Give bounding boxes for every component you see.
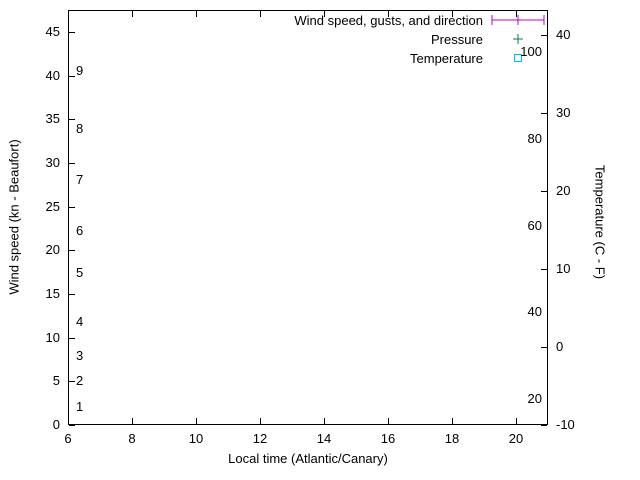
y-left-tick-label: 5 — [52, 373, 60, 388]
beaufort-label: 6 — [76, 223, 84, 238]
y-right-tick-label: 30 — [556, 105, 571, 120]
x-tick-top — [196, 11, 197, 17]
x-tick-top — [68, 11, 69, 17]
plus-marker-icon — [491, 32, 545, 46]
x-tick — [132, 418, 133, 424]
beaufort-label: 8 — [76, 121, 84, 136]
y-right-tick — [541, 269, 547, 270]
x-tick-top — [516, 11, 517, 17]
y-right-tick — [541, 191, 547, 192]
y-left-tick-label: 35 — [45, 111, 60, 126]
x-tick-label: 10 — [188, 431, 204, 446]
beaufort-label: 4 — [76, 314, 84, 329]
y-left-tick — [69, 32, 75, 33]
y-right-tick-label: 20 — [556, 183, 571, 198]
fahrenheit-label: 100 — [520, 44, 542, 59]
open-square-marker-icon — [491, 51, 545, 65]
x-tick-label: 8 — [128, 431, 136, 446]
legend-label: Wind speed, gusts, and direction — [294, 12, 483, 28]
fahrenheit-label: 20 — [527, 391, 542, 406]
x-tick — [324, 418, 325, 424]
fahrenheit-label: 80 — [527, 131, 542, 146]
legend-label: Temperature — [410, 50, 483, 66]
y-right-tick-label: 40 — [556, 27, 571, 42]
y-right-tick-label: 0 — [556, 339, 564, 354]
x-tick — [388, 418, 389, 424]
y-right-tick — [541, 35, 547, 36]
x-tick — [516, 418, 517, 424]
y-left-tick — [69, 76, 75, 77]
legend-entry: Wind speed, gusts, and direction — [294, 12, 545, 28]
x-tick-top — [260, 11, 261, 17]
beaufort-label: 2 — [76, 373, 84, 388]
legend-entry: Pressure — [431, 31, 545, 47]
legend-label: Pressure — [430, 31, 483, 47]
x-axis-title: Local time (Atlantic/Canary) — [228, 451, 388, 466]
y-right-tick-label: 10 — [556, 261, 571, 276]
y-right-tick — [541, 347, 547, 348]
y-right-tick-label: -10 — [556, 417, 575, 432]
y-left-tick-label: 0 — [52, 417, 60, 432]
x-tick — [196, 418, 197, 424]
y-left-tick — [69, 119, 75, 120]
x-tick-label: 6 — [64, 431, 72, 446]
y-left-tick — [69, 250, 75, 251]
beaufort-label: 5 — [76, 265, 84, 280]
x-tick-label: 12 — [252, 431, 268, 446]
beaufort-label: 7 — [76, 172, 84, 187]
x-tick — [68, 418, 69, 424]
y-left-tick-label: 20 — [45, 242, 60, 257]
plot-area — [68, 10, 548, 425]
y-left-tick-label: 45 — [45, 24, 60, 39]
legend-entry: Temperature — [410, 50, 545, 66]
y-left-tick — [69, 163, 75, 164]
y-left-tick-label: 15 — [45, 286, 60, 301]
x-tick-top — [132, 11, 133, 17]
y-left-tick-label: 25 — [45, 199, 60, 214]
beaufort-label: 1 — [76, 399, 84, 414]
x-tick-label: 18 — [444, 431, 460, 446]
y-left-tick-label: 30 — [45, 155, 60, 170]
beaufort-label: 9 — [76, 63, 84, 78]
errorbar-marker-icon — [491, 13, 545, 27]
y-left-tick — [69, 338, 75, 339]
x-tick-top — [452, 11, 453, 17]
fahrenheit-label: 60 — [527, 218, 542, 233]
x-tick — [260, 418, 261, 424]
y-left-tick-label: 10 — [45, 330, 60, 345]
y-left-tick — [69, 425, 75, 426]
x-tick-top — [324, 11, 325, 17]
y-right-tick — [541, 113, 547, 114]
y-left-tick — [69, 294, 75, 295]
x-tick-label: 14 — [316, 431, 332, 446]
fahrenheit-label: 40 — [527, 304, 542, 319]
x-tick-label: 16 — [380, 431, 396, 446]
x-tick-top — [388, 11, 389, 17]
legend: Wind speed, gusts, and direction Pressure… — [294, 12, 545, 66]
y-left-tick — [69, 207, 75, 208]
beaufort-label: 3 — [76, 348, 84, 363]
x-tick-label: 20 — [508, 431, 524, 446]
y-left-tick — [69, 381, 75, 382]
y-left-tick-label: 40 — [45, 68, 60, 83]
y-right-tick — [541, 425, 547, 426]
x-tick — [452, 418, 453, 424]
